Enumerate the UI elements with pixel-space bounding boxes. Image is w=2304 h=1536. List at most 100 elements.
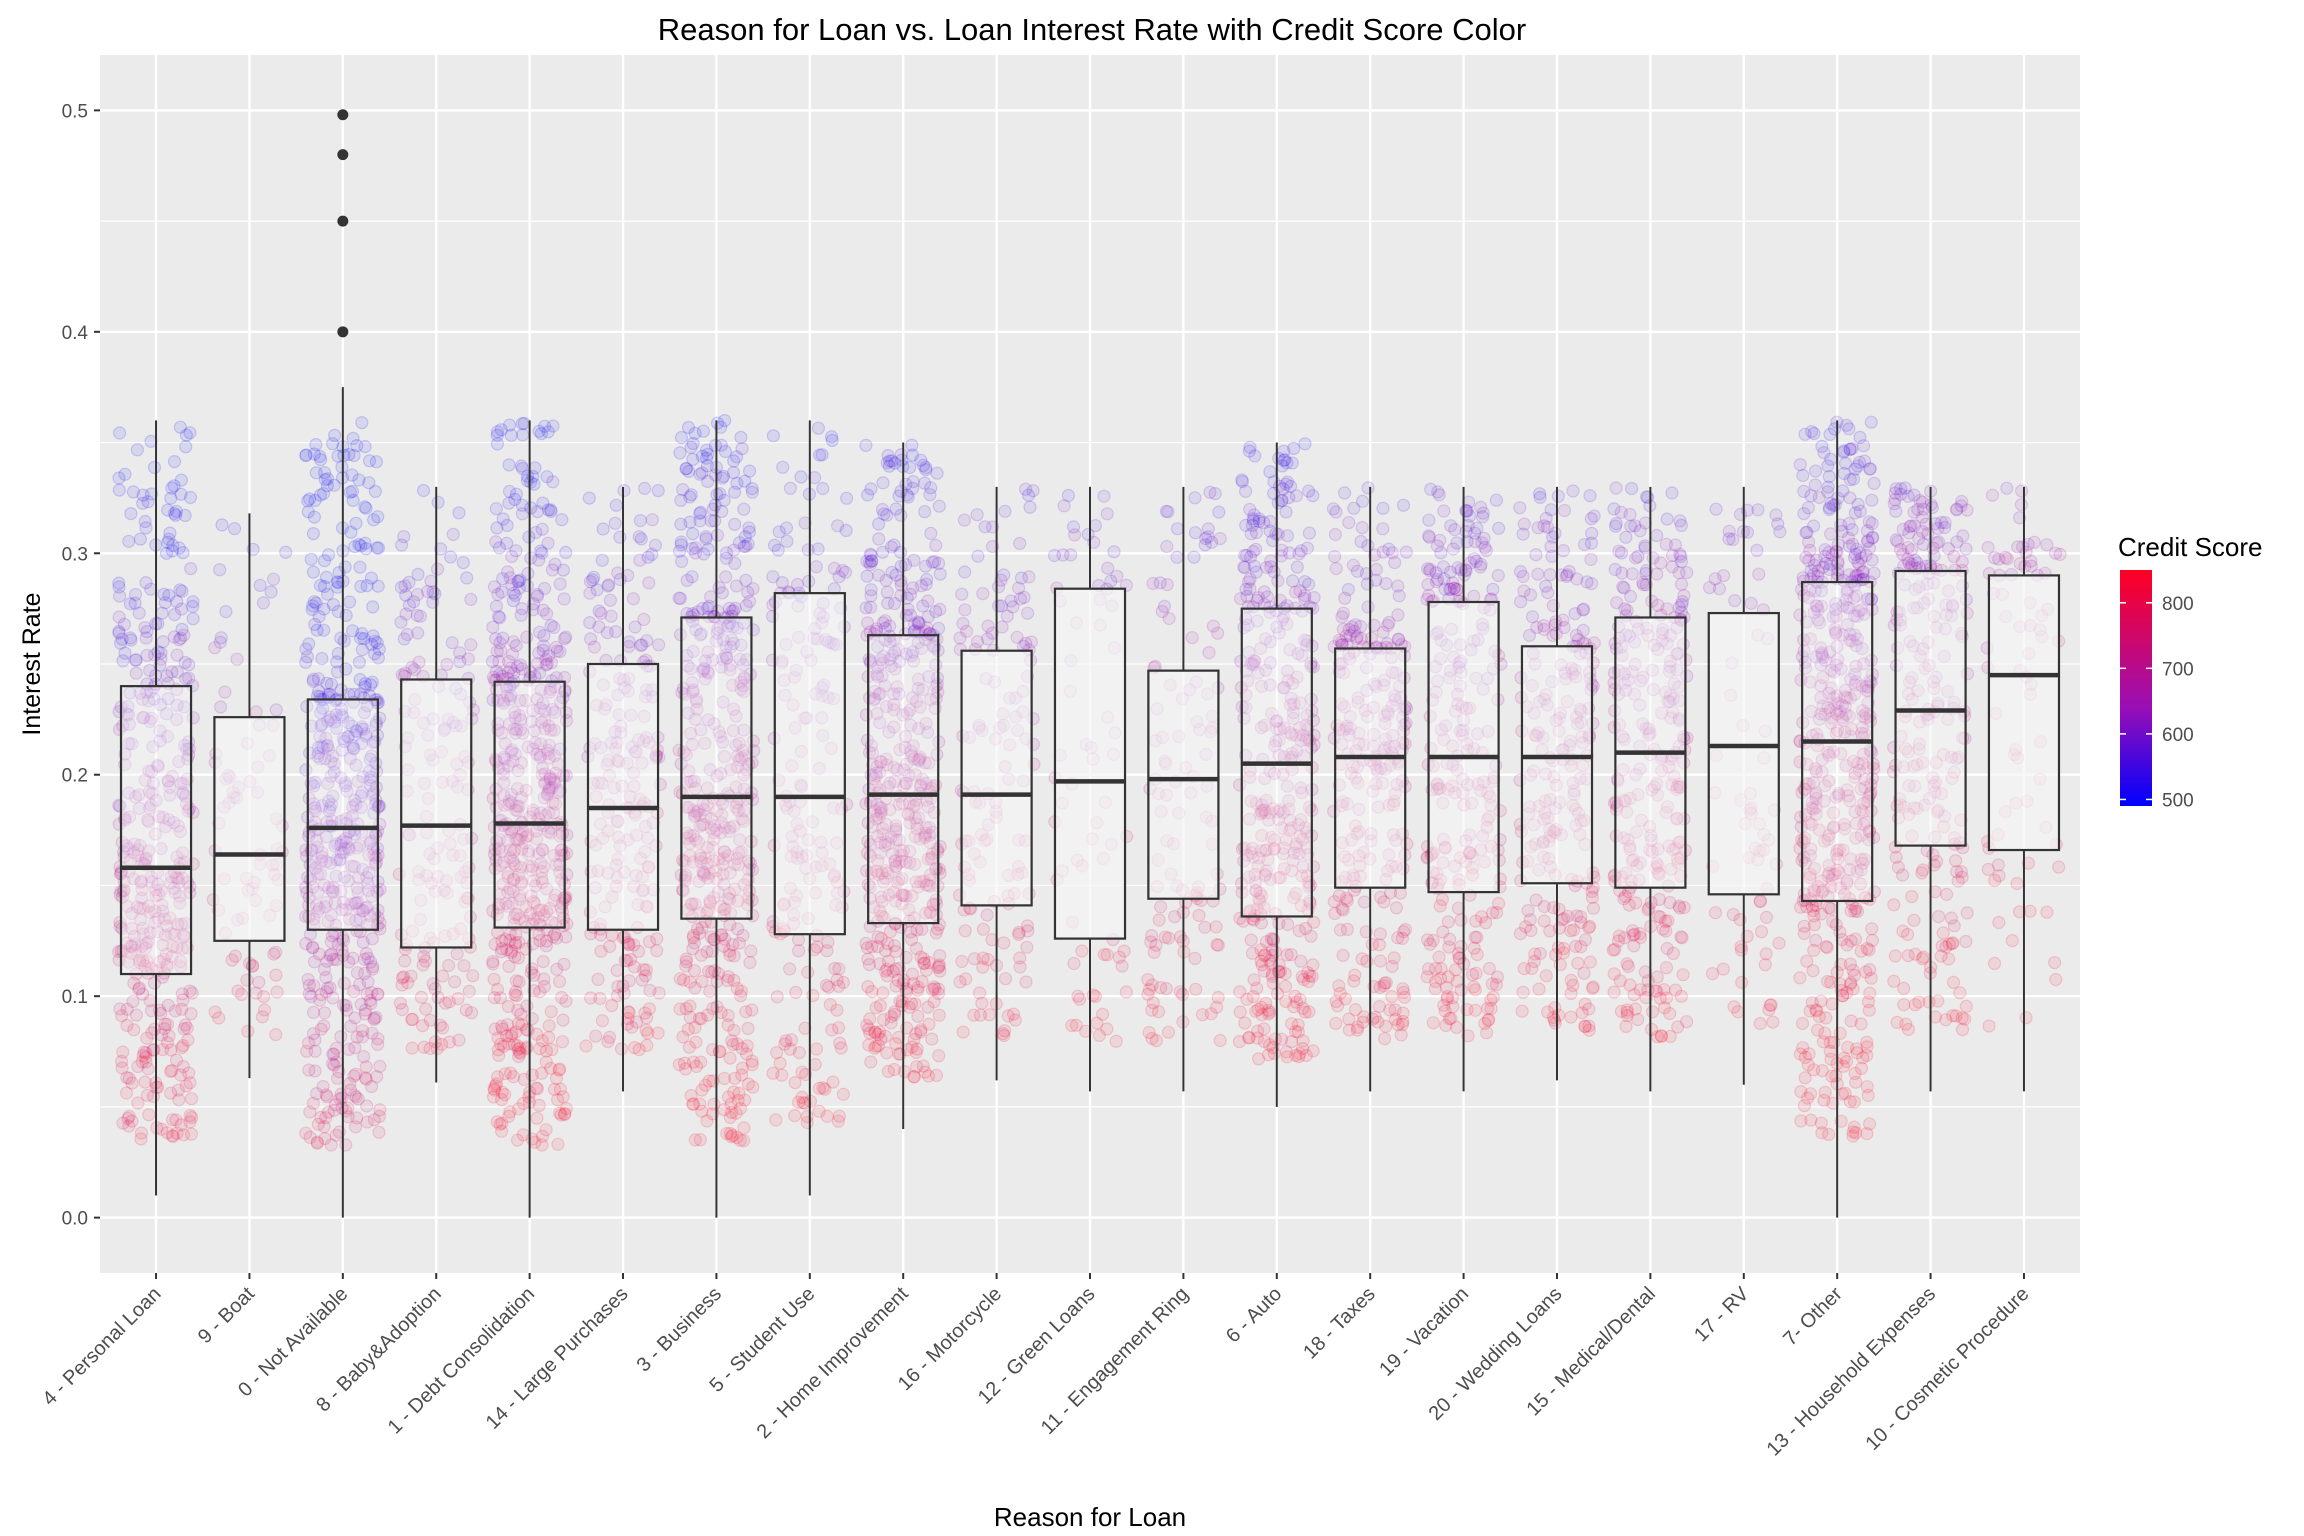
jitter-point <box>397 529 411 544</box>
jitter-point <box>1170 522 1185 536</box>
jitter-point <box>632 1042 646 1057</box>
jitter-point <box>212 1011 226 1025</box>
jitter-point <box>147 460 162 474</box>
jitter-point <box>1434 546 1448 560</box>
jitter-point <box>719 546 734 560</box>
jitter-point <box>160 669 174 683</box>
jitter-point <box>507 666 521 680</box>
jitter-point <box>143 905 157 919</box>
jitter-point <box>672 591 686 605</box>
jitter-point <box>138 959 152 973</box>
jitter-point <box>1645 1005 1660 1019</box>
jitter-point <box>1355 952 1369 966</box>
jitter-point <box>1188 491 1202 505</box>
jitter-point <box>1366 1012 1380 1026</box>
jitter-point <box>186 612 200 626</box>
jitter-point <box>1556 543 1571 558</box>
jitter-point <box>1251 1052 1266 1066</box>
jitter-point <box>453 654 467 669</box>
jitter-point <box>744 944 758 958</box>
jitter-point <box>1350 1020 1365 1034</box>
jitter-point <box>719 570 733 584</box>
jitter-point <box>791 933 806 947</box>
jitter-point <box>313 578 327 593</box>
jitter-point <box>314 1022 328 1036</box>
jitter-point <box>119 1086 134 1100</box>
jitter-point <box>645 513 659 527</box>
jitter-point <box>270 985 284 999</box>
jitter-point <box>637 481 652 495</box>
jitter-point <box>169 1113 183 1127</box>
jitter-point <box>125 1076 139 1090</box>
jitter-point <box>1246 544 1260 559</box>
jitter-point <box>140 1088 154 1102</box>
jitter-point <box>832 1109 847 1123</box>
jitter-point <box>230 652 244 666</box>
jitter-point <box>358 680 372 694</box>
jitter-point <box>301 505 315 519</box>
jitter-point <box>1276 482 1290 496</box>
jitter-point <box>904 932 919 947</box>
jitter-point <box>393 996 407 1010</box>
jitter-point <box>1382 615 1396 630</box>
jitter-point <box>887 1005 902 1019</box>
jitter-point <box>113 636 128 650</box>
jitter-point <box>128 937 142 951</box>
jitter-point <box>532 553 546 567</box>
jitter-point <box>357 722 371 736</box>
jitter-point <box>125 906 139 921</box>
jitter-point <box>256 596 270 610</box>
jitter-point <box>1432 950 1446 964</box>
jitter-point <box>302 1063 316 1077</box>
jitter-point <box>184 1127 198 1141</box>
jitter-point <box>120 1070 134 1085</box>
jitter-point <box>486 620 500 634</box>
jitter-point <box>513 1046 527 1060</box>
jitter-point <box>135 883 149 897</box>
jitter-point <box>723 1051 737 1065</box>
jitter-point <box>537 629 551 643</box>
jitter-point <box>124 633 138 647</box>
jitter-point <box>539 607 554 621</box>
jitter-point <box>809 560 823 574</box>
jitter-point <box>929 538 943 553</box>
jitter-point <box>342 955 356 969</box>
jitter-point <box>1576 602 1591 616</box>
jitter-point <box>776 460 790 474</box>
jitter-point <box>112 624 126 639</box>
jitter-point <box>953 975 967 989</box>
jitter-point <box>183 1115 197 1129</box>
jitter-point <box>492 541 507 555</box>
jitter-point <box>148 904 162 918</box>
jitter-point <box>1530 620 1544 635</box>
jitter-point <box>132 982 146 996</box>
jitter-point <box>512 975 526 989</box>
jitter-point <box>860 569 874 583</box>
jitter-point <box>801 965 815 979</box>
jitter-point <box>176 787 190 801</box>
jitter-point <box>881 1064 896 1079</box>
jitter-point <box>183 1108 197 1123</box>
jitter-point <box>746 1080 760 1094</box>
jitter-point <box>129 1008 143 1022</box>
jitter-point <box>1513 926 1528 941</box>
jitter-point <box>112 483 126 497</box>
jitter-point <box>172 541 186 555</box>
jitter-point <box>905 438 919 452</box>
jitter-point <box>929 1068 944 1083</box>
jitter-point <box>550 644 564 658</box>
jitter-point <box>501 1018 515 1032</box>
jitter-point <box>927 555 942 569</box>
jitter-point <box>1660 512 1674 526</box>
jitter-point <box>1209 920 1223 934</box>
jitter-point <box>352 655 366 669</box>
jitter-point <box>791 1095 806 1109</box>
jitter-point <box>445 636 459 650</box>
jitter-point <box>341 730 355 744</box>
jitter-point <box>1462 509 1477 523</box>
jitter-point <box>1674 989 1689 1003</box>
jitter-point <box>739 1005 753 1019</box>
jitter-point <box>1422 530 1436 544</box>
jitter-point <box>303 927 317 941</box>
jitter-point <box>168 1004 182 1018</box>
